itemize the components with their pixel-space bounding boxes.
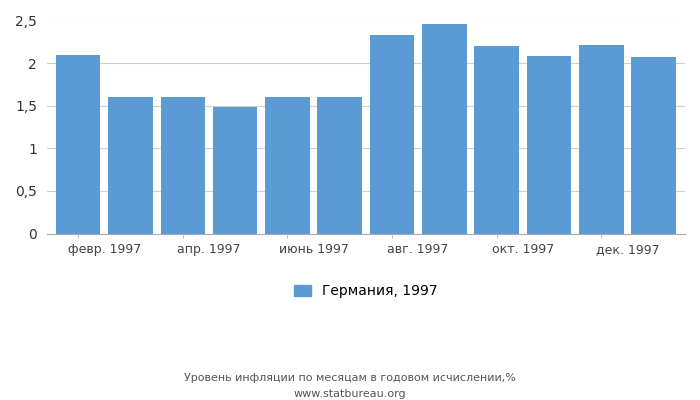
- Bar: [475, 46, 519, 234]
- Bar: [213, 108, 258, 234]
- Bar: [526, 56, 571, 234]
- Text: Уровень инфляции по месяцам в годовом исчислении,%: Уровень инфляции по месяцам в годовом ис…: [184, 373, 516, 383]
- Bar: [108, 97, 153, 234]
- Legend: Германия, 1997: Германия, 1997: [288, 279, 443, 304]
- Bar: [579, 45, 624, 234]
- Bar: [631, 57, 675, 234]
- Bar: [422, 24, 467, 234]
- Bar: [265, 97, 309, 234]
- Bar: [370, 35, 414, 234]
- Bar: [318, 97, 362, 234]
- Bar: [56, 54, 100, 234]
- Bar: [160, 97, 205, 234]
- Text: www.statbureau.org: www.statbureau.org: [294, 389, 406, 399]
